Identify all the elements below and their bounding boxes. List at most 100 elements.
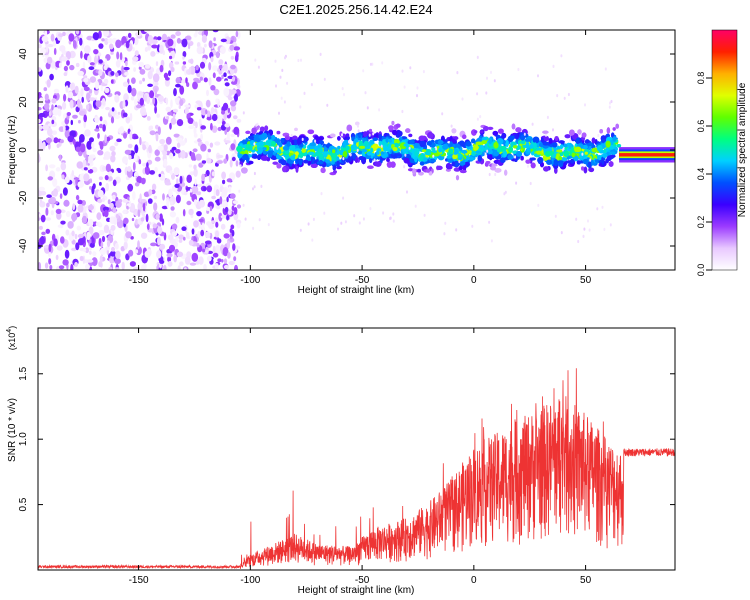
spectrogram-cell [56, 143, 60, 148]
snr-x-tick-label: -150 [129, 575, 149, 586]
spectrogram-cell [609, 144, 615, 150]
spectrogram-cell [99, 181, 102, 186]
spectrogram-cell [80, 143, 86, 153]
spectrogram-cell [348, 140, 350, 144]
spectrogram-cell [344, 220, 347, 224]
spectrogram-cell [222, 201, 229, 209]
spectrogram-cell [294, 127, 298, 131]
spectrogram-cell [530, 162, 536, 169]
spectrogram-cell [214, 263, 219, 270]
spectrogram-cell [53, 238, 58, 247]
spectrogram-cell [603, 227, 606, 231]
spectrogram-cell [490, 70, 492, 74]
spectrogram-cell [524, 138, 532, 142]
spectrogram-cell [227, 209, 232, 216]
spectrogram-cell [316, 160, 324, 165]
spectrogram-cell [156, 250, 162, 259]
spectrogram-cell [63, 72, 68, 77]
spectrogram-cell [233, 256, 237, 262]
snr-marks [38, 368, 675, 570]
spectrogram-cell [184, 107, 189, 116]
spectrogram-cell [197, 231, 201, 238]
spectrogram-cell [228, 186, 232, 194]
spectrogram-cell [300, 58, 302, 62]
spectrogram-cell [43, 87, 48, 92]
spectrogram-cell [191, 185, 199, 194]
spectrogram-cell [577, 239, 580, 244]
spectrogram-cell [123, 66, 130, 71]
spectrogram-cell [125, 40, 130, 49]
spectrogram-cell [235, 30, 239, 38]
spectrogram-cell [88, 218, 94, 227]
spectrogram-cell [52, 39, 57, 47]
spectrogram-cell [79, 37, 83, 46]
spectrogram-cell [114, 258, 121, 265]
spectrogram-cell [325, 159, 331, 164]
spectrogram-cell [60, 220, 66, 225]
spectrogram-cell [504, 169, 508, 176]
spectrogram-cell [511, 123, 516, 130]
spectrogram-cell [485, 91, 488, 95]
spectrogram-cell [452, 153, 458, 160]
spectrogram-cell [286, 81, 289, 85]
spectrogram-cell [501, 132, 507, 139]
spectrogram-cell [137, 209, 141, 218]
spectrogram-cell [349, 153, 352, 157]
spectrogram-cell [422, 157, 428, 162]
spectrogram-cell [216, 76, 222, 82]
spectrogram-cell [387, 138, 393, 143]
spectrogram-cell [583, 166, 588, 174]
spectrogram-cell [216, 205, 221, 210]
spectrogram-cell [241, 167, 248, 174]
spectrogram-cell [205, 99, 211, 108]
spectrogram-cell [131, 217, 135, 222]
spectrogram-cell [337, 145, 341, 150]
spectrogram-cell [301, 137, 304, 141]
spectrogram-cell [138, 159, 142, 165]
spectrogram-cell [161, 205, 168, 210]
spectrogram-cell [38, 67, 42, 72]
spectrogram-cell [74, 262, 78, 267]
spectrogram-cell [610, 99, 613, 104]
snr-frame [37, 327, 676, 571]
spectrogram-cell [63, 65, 68, 72]
spectrogram-cell [358, 133, 362, 138]
spectrogram-cell [142, 144, 147, 151]
spectrogram-cell [234, 54, 239, 63]
spectrogram-cell [57, 224, 63, 228]
spectrogram-cell [55, 167, 61, 172]
spectrogram-cell [238, 189, 241, 193]
spectrogram-cell [58, 33, 64, 37]
spectrogram-cell [94, 80, 100, 90]
spectrogram-cell [81, 96, 84, 103]
spectrogram-cell [390, 161, 396, 168]
spectrogram-cell [145, 96, 151, 104]
spectrogram-cell [38, 44, 42, 49]
spectrogram-cell [48, 243, 52, 253]
spectrogram-cell [45, 44, 49, 53]
spectrogram-cell [341, 87, 344, 91]
spectrogram-cell [103, 30, 110, 37]
spectrogram-cell [183, 236, 186, 241]
spectrogram-cell [132, 47, 135, 52]
spectrogram-cell [215, 221, 219, 228]
spectrogram-cell [87, 169, 94, 174]
spectrogram-cell [38, 112, 46, 118]
spectrogram-cell [422, 70, 425, 74]
spectrogram-cell [83, 248, 87, 253]
spectrogram-cell [417, 168, 421, 173]
spectrogram-cell [248, 135, 255, 140]
spectrogram-cell [93, 49, 99, 55]
spectrogram-cell [140, 232, 148, 239]
spectrogram-cell [132, 56, 139, 62]
spectrogram-cell [179, 261, 184, 267]
spectrogram-cell [587, 142, 593, 147]
spectrogram-cell [159, 44, 164, 55]
spectrogram-cell [174, 183, 180, 188]
spectrogram-cell [514, 155, 517, 159]
spectrogram-cell [229, 159, 233, 168]
spectrogram-cell [476, 55, 479, 60]
spectrogram-cell [47, 127, 53, 137]
spectrogram-cell [63, 199, 70, 207]
spectrogram-cell [204, 43, 207, 48]
